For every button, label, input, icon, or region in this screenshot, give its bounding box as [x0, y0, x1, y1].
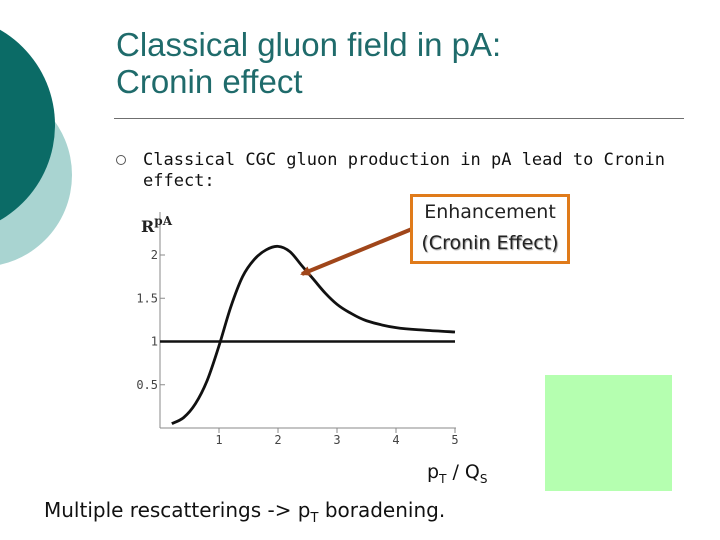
callout-arrow: [300, 227, 413, 276]
bullet-text: Classical CGC gluon production in pA lea…: [143, 150, 665, 191]
footer-sub: T: [310, 511, 319, 526]
enhancement-callout: Enhancement (Cronin Effect): [410, 194, 570, 264]
title-line-1: Classical gluon field in pA:: [116, 26, 502, 63]
callout-line-1: Enhancement: [424, 201, 556, 223]
y-tick-label: 2: [151, 248, 158, 262]
x-tick-label: 4: [392, 433, 399, 447]
x-label-main: p: [427, 461, 440, 483]
title-divider: [114, 118, 684, 119]
x-tick-label: 3: [333, 433, 340, 447]
y-axis-label-main: R: [141, 217, 155, 236]
x-label-sub-t: T: [439, 471, 447, 486]
y-axis-label-sup: pA: [154, 214, 172, 228]
footer-main: Multiple rescatterings -> p: [44, 498, 311, 522]
y-tick-label: 0.5: [136, 378, 158, 392]
x-label-sub-s: S: [479, 471, 488, 486]
footer-text: Multiple rescatterings -> pT boradening.: [44, 498, 445, 526]
x-label-mid: / Q: [446, 461, 480, 483]
y-tick-label: 1: [151, 335, 158, 349]
y-tick-label: 1.5: [136, 291, 158, 305]
dark-teal-circle: [0, 29, 55, 221]
rpa-curve: [171, 244, 456, 425]
x-axis-label: pT / QS: [427, 461, 487, 486]
x-tick-label: 2: [274, 433, 281, 447]
x-tick-label: 1: [215, 433, 222, 447]
y-axis-label: RpA: [141, 214, 173, 236]
x-tick-label: 5: [451, 433, 458, 447]
title-line-2: Cronin effect: [116, 63, 303, 100]
bullet-circle-icon: [116, 155, 126, 165]
green-box: [545, 375, 672, 491]
slide-title: Classical gluon field in pA: Cronin effe…: [116, 26, 676, 100]
callout-line-2: (Cronin Effect): [421, 232, 559, 254]
footer-end: boradening.: [318, 498, 446, 522]
decorative-circles: [0, 29, 72, 265]
